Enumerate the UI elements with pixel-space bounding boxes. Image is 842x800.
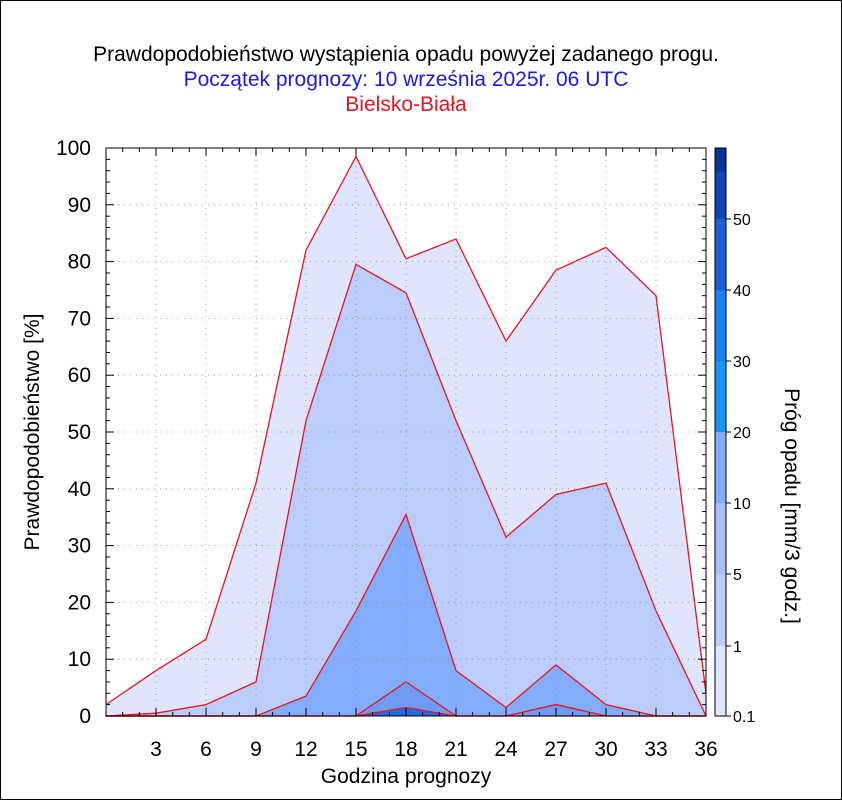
x-tick-label: 9: [250, 738, 262, 761]
x-tick-label: 30: [594, 738, 617, 761]
x-tick-label: 15: [344, 738, 367, 761]
colorbar-labels: 0.1 1 5 10 20 30 40 50: [726, 212, 755, 726]
x-tick-label: 33: [644, 738, 667, 761]
colorbar-title: Próg opadu [mm/3 godz.]: [780, 388, 803, 624]
y-tick-label: 70: [68, 307, 91, 330]
colorbar-label: 40: [733, 283, 751, 300]
y-tick-label: 0: [79, 705, 91, 728]
colorbar: [714, 147, 727, 717]
colorbar-label: 1: [733, 639, 742, 656]
colorbar-segment: [715, 574, 726, 646]
y-tick-label: 90: [68, 194, 91, 217]
y-tick-label: 10: [68, 648, 91, 671]
y-tick-labels: 0 10 20 30 40 50 60 70 80 90 100: [56, 137, 91, 728]
x-tick-label: 6: [200, 738, 212, 761]
colorbar-segment: [715, 148, 726, 172]
colorbar-segment: [715, 432, 726, 503]
x-tick-label: 24: [494, 738, 518, 761]
x-tick-label: 12: [294, 738, 317, 761]
location-title: Bielsko-Biała: [345, 93, 467, 116]
x-axis-label: Godzina prognozy: [321, 765, 492, 788]
x-tick-label: 27: [544, 738, 567, 761]
colorbar-segment: [715, 172, 726, 219]
chart-title: Prawdopodobieństwo wystąpienia opadu pow…: [93, 43, 719, 66]
y-axis-label: Prawdopodobieństwo [%]: [21, 314, 44, 551]
colorbar-label: 0.1: [733, 709, 755, 726]
x-tick-label: 3: [150, 738, 162, 761]
line-threshold-0.1: [105, 155, 707, 706]
y-tick-label: 40: [68, 478, 91, 501]
y-tick-label: 60: [68, 364, 91, 387]
colorbar-label: 20: [733, 425, 751, 442]
colorbar-segment: [715, 361, 726, 432]
axis-ticks: [105, 147, 707, 717]
colorbar-segment: [715, 290, 726, 361]
y-tick-label: 100: [56, 137, 91, 160]
x-tick-label: 36: [694, 738, 717, 761]
colorbar-segment: [715, 219, 726, 290]
colorbar-label: 5: [733, 567, 742, 584]
colorbar-segment: [715, 646, 726, 716]
x-tick-label: 18: [394, 738, 417, 761]
y-tick-label: 50: [68, 421, 91, 444]
colorbar-label: 50: [733, 212, 751, 229]
colorbar-segment: [715, 503, 726, 574]
x-tick-label: 21: [444, 738, 467, 761]
x-tick-labels: 3 6 9 12 15 18 21 24 27 30 33 36: [150, 738, 718, 761]
area-threshold-10: [106, 681, 706, 716]
y-tick-label: 80: [68, 251, 91, 274]
chart-subtitle: Początek prognozy: 10 września 2025r. 06…: [183, 68, 629, 91]
colorbar-label: 30: [733, 354, 751, 371]
colorbar-label: 10: [733, 496, 751, 513]
grid-lines: [106, 148, 706, 716]
y-tick-label: 30: [68, 535, 91, 558]
y-tick-label: 20: [68, 591, 91, 614]
